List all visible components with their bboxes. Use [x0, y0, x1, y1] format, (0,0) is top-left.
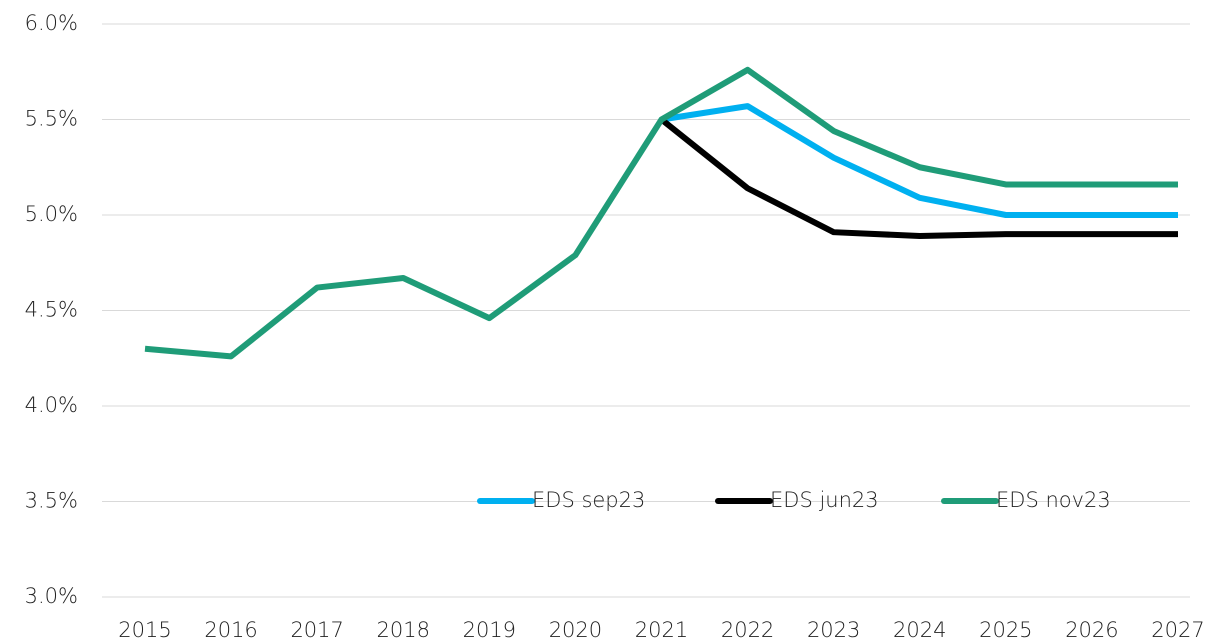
x-tick-label: 2025 — [979, 618, 1032, 642]
x-tick-label: 2016 — [204, 618, 257, 642]
series-line — [659, 117, 1178, 240]
legend-label: EDS sep23 — [532, 488, 645, 512]
x-tick-label: 2015 — [118, 618, 171, 642]
y-tick-label: 6.0% — [25, 11, 78, 35]
x-tick-label: 2024 — [893, 618, 946, 642]
x-tick-label: 2027 — [1151, 618, 1204, 642]
x-tick-label: 2018 — [377, 618, 430, 642]
x-tick-label: 2021 — [635, 618, 688, 642]
y-tick-label: 5.5% — [25, 107, 78, 131]
y-tick-label: 3.0% — [25, 584, 78, 608]
x-tick-label: 2023 — [807, 618, 860, 642]
x-tick-label: 2020 — [549, 618, 602, 642]
legend-label: EDS jun23 — [770, 488, 879, 512]
series-line — [661, 103, 1178, 218]
y-tick-label: 5.0% — [25, 202, 78, 226]
legend-label: EDS nov23 — [996, 488, 1111, 512]
x-tick-label: 2017 — [290, 618, 343, 642]
y-tick-label: 3.5% — [25, 489, 78, 513]
y-tick-label: 4.5% — [25, 298, 78, 322]
x-tick-label: 2022 — [721, 618, 774, 642]
y-tick-label: 4.0% — [25, 393, 78, 417]
x-tick-label: 2019 — [463, 618, 516, 642]
x-tick-label: 2026 — [1065, 618, 1118, 642]
series-line — [144, 66, 1178, 360]
